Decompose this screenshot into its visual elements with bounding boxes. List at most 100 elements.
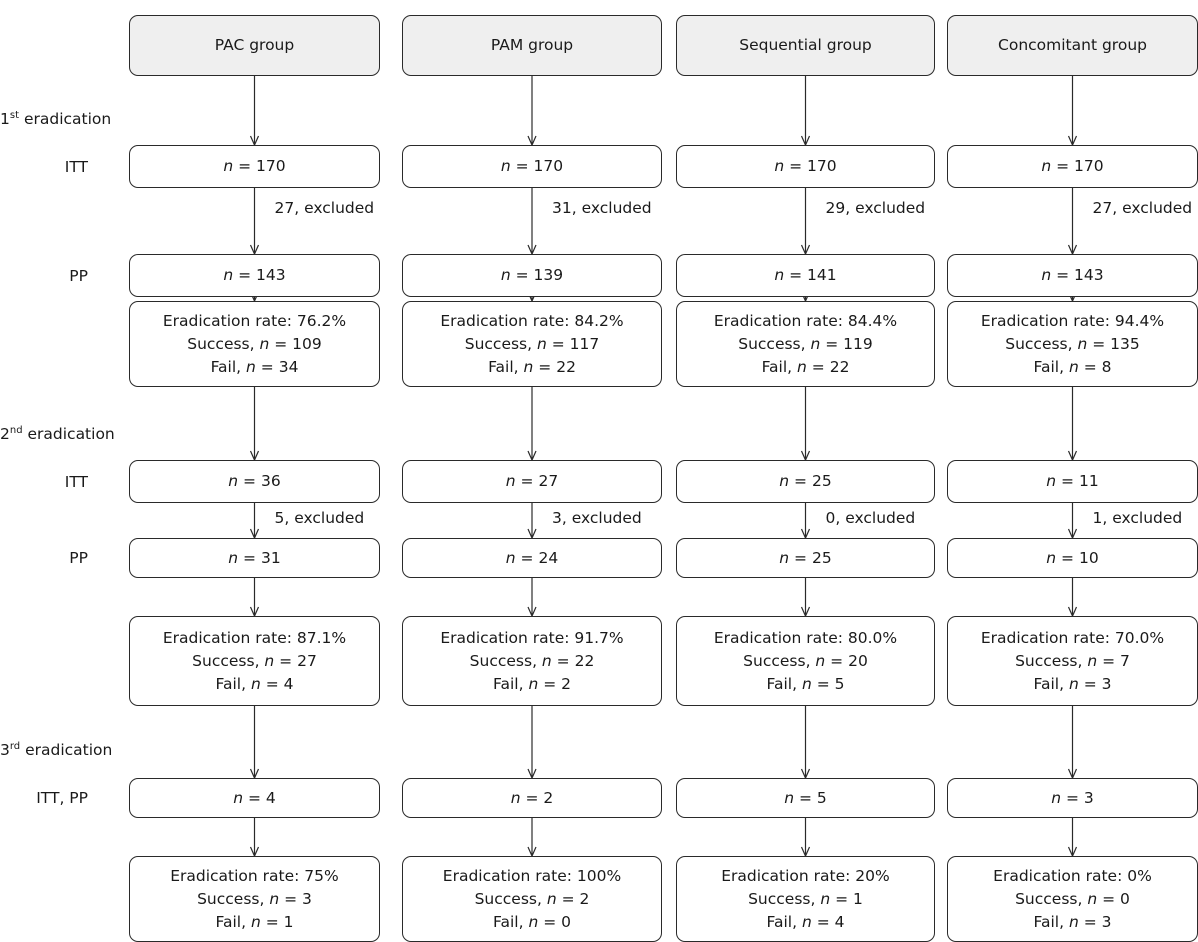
- pam-group-itt1-line: n = 170: [501, 155, 563, 178]
- pam-group-pp2-equals: =: [515, 548, 539, 567]
- concomitant-group-arrow-res1-to-itt2: [1067, 387, 1078, 462]
- pam-group-res1-success-line: Success, n = 117: [465, 333, 600, 356]
- sequential-group-res2-fail-equals: =: [811, 674, 835, 693]
- pac-group-arrow-itt1-to-pp1: [249, 188, 260, 256]
- pac-group-res2-success-line: Success, n = 27: [192, 650, 317, 673]
- pam-group-res2-box: Eradication rate: 91.7% Success, n = 22 Fa…: [402, 616, 662, 706]
- itt-label-first: ITT: [64, 157, 88, 176]
- pam-group-itt3-box: n = 2: [402, 778, 662, 818]
- pam-group-res2-fail-equals: =: [538, 674, 562, 693]
- sequential-group-pp2-n-symbol: n: [779, 548, 790, 567]
- pac-group-itt2-line: n = 36: [228, 470, 280, 493]
- pac-group-itt1-n-symbol: n: [223, 157, 234, 175]
- pac-group-res3-fail-value: 1: [283, 912, 294, 931]
- pam-group-pp2-line: n = 24: [506, 547, 558, 570]
- pam-group-header-box: PAM group: [402, 15, 662, 76]
- sequential-group-res1-fail-equals: =: [806, 357, 830, 376]
- concomitant-group-res3-fail-equals: =: [1078, 912, 1102, 931]
- pac-group-pp2-equals: =: [238, 548, 261, 567]
- sequential-group-title: Sequential group: [739, 36, 872, 54]
- pam-group-res1-fail-n-symbol: n: [523, 357, 534, 376]
- sequential-group-res2-fail-line: Fail, n = 5: [766, 673, 844, 696]
- concomitant-group-pp2-box: n = 10: [947, 538, 1198, 578]
- concomitant-group-arrow-res2-to-itt3: [1067, 706, 1078, 780]
- pac-group-res2-fail-equals: =: [260, 674, 284, 693]
- sequential-group-itt3-value: 5: [816, 788, 827, 807]
- concomitant-group-res1-fail-line: Fail, n = 8: [1033, 356, 1111, 379]
- pac-group-arrow-itt2-to-pp2: [249, 503, 260, 540]
- concomitant-group-pp2-equals: =: [1056, 548, 1079, 567]
- pac-group-itt2-equals: =: [238, 472, 261, 490]
- sequential-group-second-excluded-label: 0, excluded: [825, 509, 916, 527]
- pac-group-res3-fail-prefix: Fail,: [215, 912, 251, 931]
- sequential-group-res3-success-line: Success, n = 1: [748, 888, 863, 911]
- sequential-group-res3-success-n-symbol: n: [820, 889, 831, 908]
- concomitant-group-res1-success-line: Success, n = 135: [1005, 333, 1140, 356]
- concomitant-group-res2-fail-prefix: Fail,: [1033, 674, 1069, 693]
- sequential-group-itt3-line: n = 5: [784, 787, 827, 810]
- pac-group-itt1-value: 170: [256, 157, 286, 175]
- concomitant-group-title: Concomitant group: [998, 36, 1147, 54]
- concomitant-group-itt2-n-symbol: n: [1046, 472, 1057, 490]
- pac-group-res1-fail-equals: =: [255, 357, 279, 376]
- pam-group-title: PAM group: [490, 36, 574, 54]
- pam-group-res1-fail-prefix: Fail,: [488, 357, 524, 376]
- sequential-group-pp1-value: 141: [807, 266, 837, 284]
- pac-group-arrow-res2-to-itt3: [249, 706, 260, 780]
- pam-group-res1-fail-line: Fail, n = 22: [488, 356, 576, 379]
- sequential-group-res3-fail-prefix: Fail,: [766, 912, 802, 931]
- pp-label-first: PP: [69, 266, 88, 285]
- concomitant-group-res2-fail-n-symbol: n: [1068, 674, 1079, 693]
- concomitant-group-res2-rate: Eradication rate: 70.0%: [980, 628, 1165, 647]
- sequential-group-pp1-n-symbol: n: [774, 266, 785, 284]
- pam-group-itt1-box: n = 170: [402, 145, 662, 188]
- concomitant-group-arrow-head-to-itt1: [1067, 76, 1078, 147]
- pac-group-res1-box: Eradication rate: 76.2% Success, n = 109 F…: [129, 301, 380, 387]
- pam-group-res1-fail-equals: =: [533, 357, 557, 376]
- sequential-group-res2-success-n-symbol: n: [815, 651, 826, 670]
- sequential-group-itt1-box: n = 170: [676, 145, 935, 188]
- pac-group-arrow-itt3-to-res3: [249, 818, 260, 858]
- concomitant-group-res3-fail-value: 3: [1101, 912, 1112, 931]
- concomitant-group-itt1-value: 170: [1074, 157, 1104, 175]
- sequential-group-res1-fail-n-symbol: n: [797, 357, 807, 376]
- second-eradication-text: eradication: [22, 425, 115, 443]
- concomitant-group-itt1-line: n = 170: [1041, 155, 1103, 178]
- concomitant-group-res1-fail-n-symbol: n: [1068, 357, 1079, 376]
- third-eradication-number: 3: [0, 741, 10, 759]
- concomitant-group-res1-success-n-symbol: n: [1077, 334, 1088, 353]
- pam-group-pp1-line: n = 139: [501, 264, 563, 287]
- sequential-group-itt2-line: n = 25: [779, 470, 831, 493]
- sequential-group-pp2-equals: =: [789, 548, 812, 567]
- pam-group-itt3-line: n = 2: [511, 787, 554, 810]
- pam-group-arrow-itt3-to-res3: [527, 818, 537, 858]
- pac-group-itt3-line: n = 4: [233, 787, 276, 810]
- concomitant-group-res3-success-line: Success, n = 0: [1015, 888, 1130, 911]
- second-eradication-number: 2: [0, 425, 10, 443]
- third-eradication-text: eradication: [20, 741, 113, 759]
- sequential-group-header-box: Sequential group: [676, 15, 935, 76]
- pac-group-res1-fail-n-symbol: n: [246, 357, 256, 376]
- sequential-group-res1-success-prefix: Success,: [738, 334, 811, 353]
- sequential-group-itt3-n-symbol: n: [784, 788, 795, 807]
- pam-group-res3-success-prefix: Success,: [474, 889, 547, 908]
- pam-group-arrow-head-to-itt1: [527, 76, 537, 147]
- third-eradication-label: 3rd eradication: [0, 740, 112, 760]
- itt-pp-label-third: ITT, PP: [36, 789, 88, 807]
- sequential-group-res2-box: Eradication rate: 80.0% Success, n = 20 Fa…: [676, 616, 935, 706]
- concomitant-group-res2-success-value: 7: [1120, 651, 1130, 670]
- concomitant-group-arrow-itt2-to-pp2: [1067, 503, 1078, 540]
- sequential-group-res3-box: Eradication rate: 20% Success, n = 1 Fail,…: [676, 856, 935, 942]
- pac-group-pp2-value: 31: [260, 548, 281, 567]
- concomitant-group-arrow-pp2-to-res2: [1067, 578, 1078, 618]
- sequential-group-res1-box: Eradication rate: 84.4% Success, n = 119 F…: [676, 301, 935, 387]
- sequential-group-res1-fail-prefix: Fail,: [761, 357, 798, 376]
- pac-group-res1-success-n-symbol: n: [259, 334, 270, 353]
- pac-group-res1-success-line: Success, n = 109: [187, 333, 322, 356]
- pac-group-res3-success-prefix: Success,: [197, 889, 270, 908]
- concomitant-group-itt3-n-symbol: n: [1051, 788, 1062, 807]
- sequential-group-itt1-line: n = 170: [774, 155, 836, 178]
- pac-group-itt3-value: 4: [265, 788, 276, 807]
- pac-group-res3-rate: Eradication rate: 75%: [170, 866, 339, 885]
- pam-group-itt2-equals: =: [515, 472, 539, 490]
